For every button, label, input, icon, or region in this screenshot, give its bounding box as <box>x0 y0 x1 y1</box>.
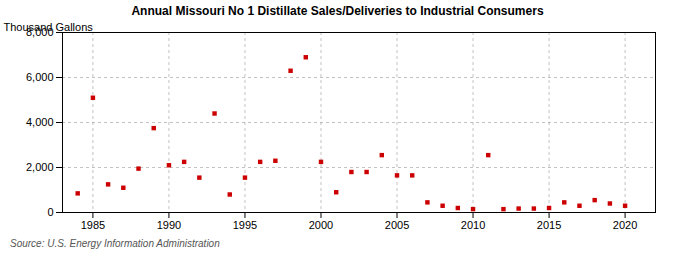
svg-text:0: 0 <box>47 206 53 218</box>
svg-text:2020: 2020 <box>613 219 637 231</box>
svg-text:2010: 2010 <box>461 219 485 231</box>
svg-text:2005: 2005 <box>385 219 409 231</box>
html-text:Source: U.S. Energy Informatio: Source: U.S. Energy Information Administ… <box>10 238 220 249</box>
svg-text:4,000: 4,000 <box>26 116 54 128</box>
html-text:Annual Missouri No 1 Distillat: Annual Missouri No 1 Distillate Sales/De… <box>131 4 544 18</box>
svg-text:6,000: 6,000 <box>26 71 54 83</box>
svg-text:Thousand Gallons: Thousand Gallons <box>4 21 94 33</box>
svg-text:2015: 2015 <box>537 219 561 231</box>
svg-text:2,000: 2,000 <box>26 161 54 173</box>
svg-text:1985: 1985 <box>81 219 105 231</box>
svg-text:1995: 1995 <box>233 219 257 231</box>
svg-text:1990: 1990 <box>157 219 181 231</box>
svg-text:2000: 2000 <box>309 219 333 231</box>
